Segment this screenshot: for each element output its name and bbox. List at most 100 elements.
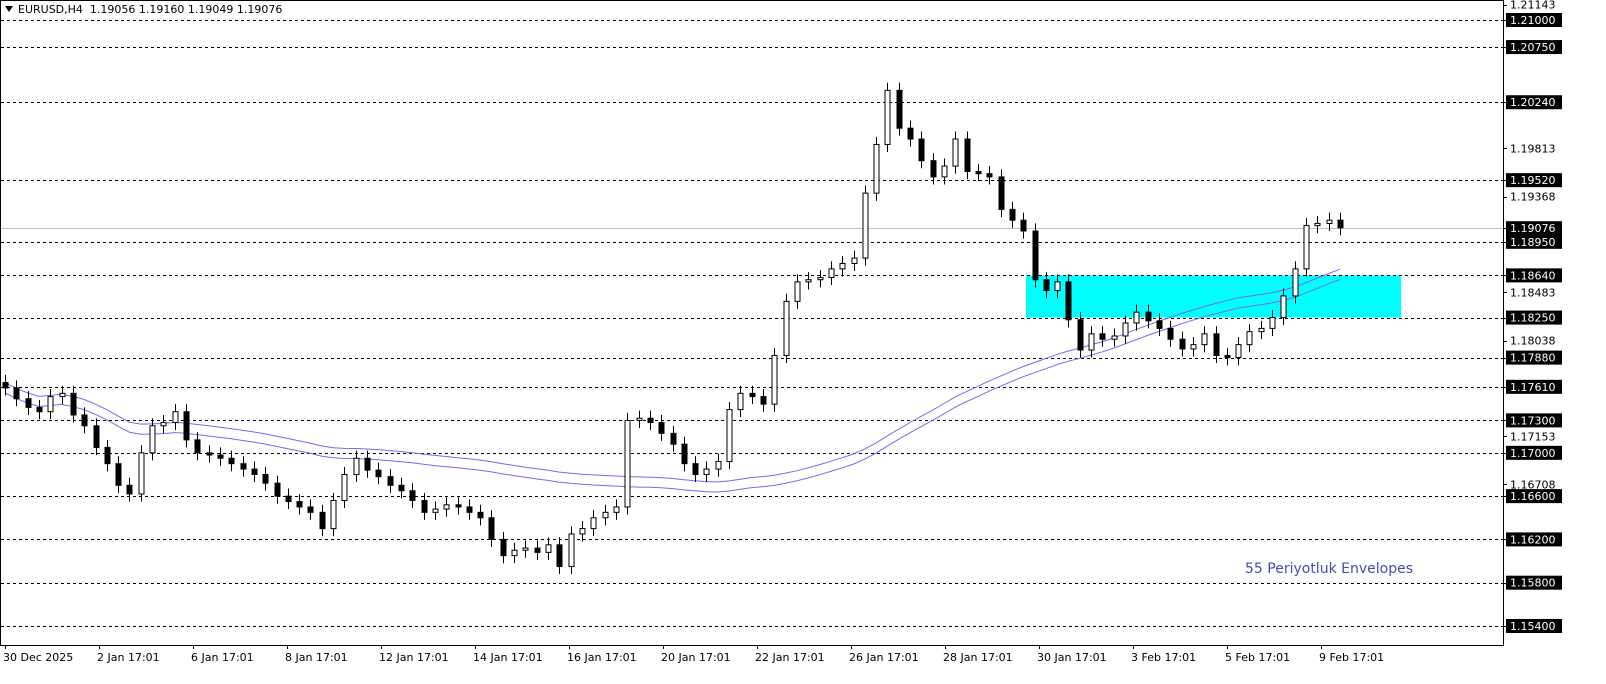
candle (115, 456, 122, 493)
candle-body (1190, 344, 1197, 350)
candle-body (624, 419, 631, 508)
candle-body (839, 262, 846, 270)
candle-body (1213, 333, 1220, 356)
candle (1088, 326, 1095, 358)
x-tick-label: 6 Jan 17:01 (191, 651, 254, 664)
y-tick-label: 1.19520 (1510, 174, 1556, 187)
candle (658, 414, 665, 441)
candle (1280, 288, 1287, 326)
candle (647, 410, 654, 431)
candle (1292, 261, 1299, 304)
candle (477, 504, 484, 526)
candle-body (81, 414, 88, 427)
candle-body (70, 392, 77, 416)
candle-body (353, 457, 360, 475)
price-label-box (1506, 379, 1562, 394)
y-tick-label: 1.16600 (1510, 490, 1556, 503)
candle-body (862, 192, 869, 259)
symbol-label: EURUSD,H4 (18, 3, 83, 16)
candle (692, 456, 699, 483)
candle-body (1303, 225, 1310, 270)
y-tick-label: 1.19076 (1510, 222, 1556, 235)
candle (206, 445, 213, 463)
candle (862, 185, 869, 266)
candle-body (466, 506, 473, 513)
candle (36, 399, 43, 420)
candle (760, 388, 767, 412)
chart-header: EURUSD,H4 1.19056 1.19160 1.19049 1.1907… (5, 3, 282, 16)
candle (341, 466, 348, 509)
triangle-down-icon[interactable] (5, 6, 13, 12)
candle (70, 385, 77, 423)
candle-body (307, 506, 314, 513)
candle-body (13, 387, 20, 400)
candle-body (647, 417, 654, 424)
candle-body (568, 533, 575, 567)
candle-body (296, 501, 303, 508)
y-tick-label: 1.17880 (1510, 352, 1556, 365)
candle-body (477, 511, 484, 519)
candle (1122, 315, 1129, 344)
candle (1077, 312, 1084, 358)
candle (172, 404, 179, 431)
candle-body (1337, 219, 1344, 229)
y-tick-label: 1.17153 (1510, 430, 1556, 443)
y-tick-label: 1.16708 (1510, 478, 1556, 491)
plot-frame (0, 0, 1504, 646)
candle (409, 483, 416, 509)
candle-body (511, 549, 518, 557)
price-label-box (1506, 350, 1562, 365)
candle (817, 269, 824, 288)
candle (636, 410, 643, 428)
candle-body (1258, 327, 1265, 333)
candle (579, 521, 586, 542)
candle-body (1201, 333, 1208, 346)
candle-body (455, 504, 462, 508)
candle-body (1145, 311, 1152, 322)
candle (930, 153, 937, 185)
candle (1201, 326, 1208, 353)
candle (2, 374, 9, 396)
candle-body (602, 511, 609, 519)
candle (25, 391, 32, 415)
candle-body (217, 454, 224, 459)
candle-body (1088, 333, 1095, 351)
candle (873, 136, 880, 201)
candle (1054, 274, 1061, 299)
y-tick-label: 1.20240 (1510, 96, 1556, 109)
candle (839, 255, 846, 277)
candle-body (1292, 268, 1299, 297)
candle-body (240, 463, 247, 470)
candle (126, 477, 133, 502)
price-label-box (1506, 268, 1562, 283)
candle (262, 466, 269, 491)
candle (715, 453, 722, 477)
candle-body (998, 176, 1005, 210)
candle (1269, 310, 1276, 336)
candle (783, 293, 790, 364)
candle (375, 462, 382, 485)
candle-body (274, 482, 281, 497)
candle-body (1099, 333, 1106, 340)
candle-body (918, 138, 925, 162)
candle-body (172, 411, 179, 424)
candle (896, 82, 903, 136)
candle (251, 461, 258, 483)
price-label-box (1506, 445, 1562, 460)
candle-body (760, 396, 767, 405)
price-label-box (1506, 95, 1562, 110)
candle (488, 510, 495, 547)
candle-body (873, 143, 880, 194)
candle-body (522, 547, 529, 551)
candle-body (692, 463, 699, 475)
candle-body (228, 457, 235, 465)
candle-body (2, 382, 9, 389)
candle (1111, 328, 1118, 347)
candle-body (104, 446, 111, 465)
candle (285, 488, 292, 510)
candle (160, 414, 167, 434)
price-label-box (1506, 310, 1562, 325)
candle (138, 445, 145, 502)
candle (330, 492, 337, 537)
